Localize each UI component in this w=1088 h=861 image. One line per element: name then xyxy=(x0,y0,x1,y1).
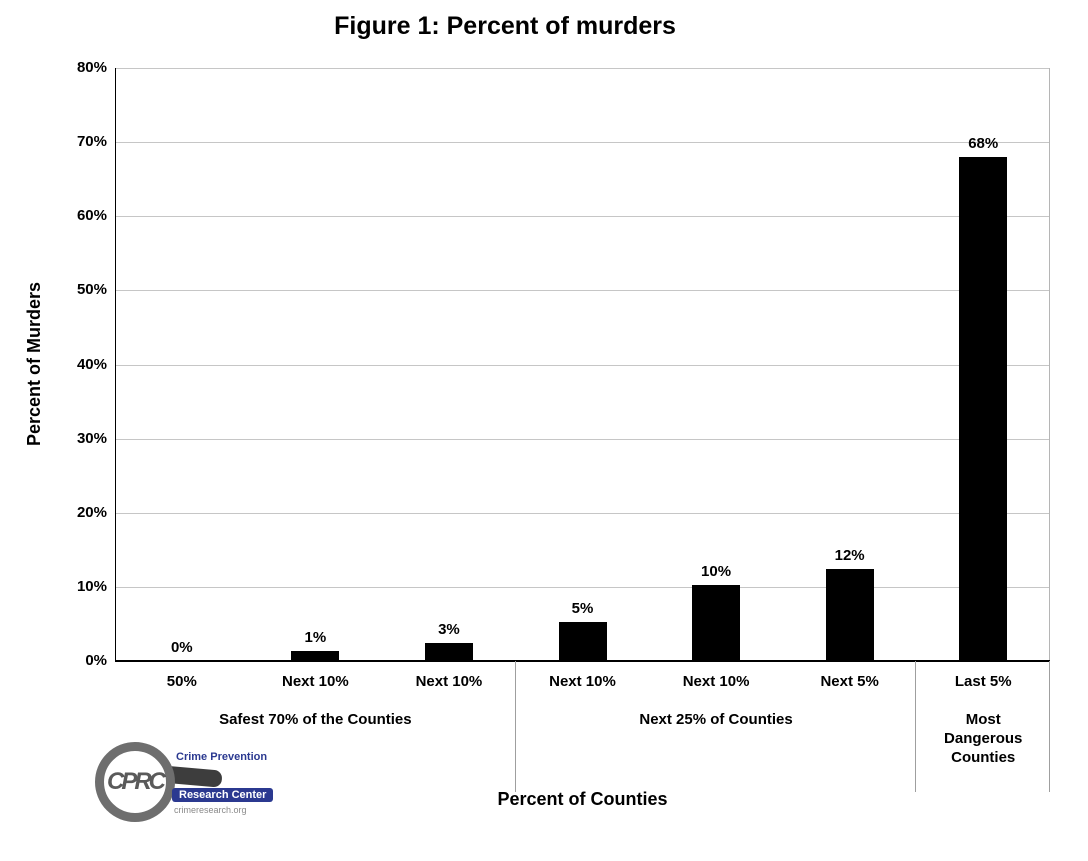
y-tick-label: 60% xyxy=(76,207,107,225)
y-tick-label: 70% xyxy=(76,133,107,151)
y-axis-line xyxy=(115,68,116,661)
chart-title: Figure 1: Percent of murders xyxy=(334,12,676,40)
y-tick-label: 30% xyxy=(76,429,107,447)
bar-value-label: 10% xyxy=(701,563,732,581)
cprc-logo: CPRC Crime Prevention Research Center cr… xyxy=(90,738,280,830)
bar-value-label: 0% xyxy=(170,639,193,656)
y-tick-label: 10% xyxy=(76,577,107,595)
x-group-label: Safest 70% of the Counties xyxy=(219,711,412,728)
logo-acronym: CPRC xyxy=(106,768,166,795)
logo-website: crimeresearch.org xyxy=(174,805,247,815)
plot-right-border xyxy=(1049,68,1050,661)
bar xyxy=(692,585,741,661)
y-tick-label: 20% xyxy=(76,503,107,521)
logo-org-name-line1: Crime Prevention xyxy=(176,751,268,763)
x-category-label: Next 10% xyxy=(549,673,616,690)
category-separator xyxy=(915,661,916,792)
gridline xyxy=(115,142,1050,144)
bar xyxy=(959,156,1008,661)
x-category-label: Next 10% xyxy=(682,673,750,690)
gridline xyxy=(115,438,1050,440)
bar xyxy=(424,643,473,661)
y-tick-label: 80% xyxy=(76,59,107,76)
x-group-label: Most Dangerous Counties xyxy=(944,711,1023,766)
logo-org-name-line2: Research Center xyxy=(172,788,274,802)
gridline xyxy=(115,586,1050,588)
bar xyxy=(825,569,874,661)
x-group-label: Next 25% of Counties xyxy=(639,711,793,728)
gridline xyxy=(115,290,1050,292)
x-category-label: Last 5% xyxy=(954,673,1012,690)
bar-value-label: 1% xyxy=(304,628,327,646)
bar-value-label: 68% xyxy=(968,134,999,152)
y-axis-title: Percent of Murders xyxy=(24,281,44,447)
gridline xyxy=(115,364,1050,366)
bar-value-label: 5% xyxy=(571,600,594,618)
x-category-label: Next 5% xyxy=(820,673,879,690)
x-category-label: Next 10% xyxy=(415,673,483,690)
gridline xyxy=(115,216,1050,218)
bar-value-label: 3% xyxy=(438,621,460,639)
y-tick-label: 0% xyxy=(85,652,107,669)
gridline xyxy=(115,512,1050,514)
x-axis-line xyxy=(115,660,1050,662)
x-category-label: 50% xyxy=(166,673,197,690)
y-tick-label: 50% xyxy=(76,281,107,299)
bar-value-label: 12% xyxy=(834,547,865,565)
gridline xyxy=(115,68,1050,69)
bar xyxy=(291,650,340,661)
magnifier-lens-icon: CPRC xyxy=(95,742,175,822)
x-category-label: Next 10% xyxy=(281,673,349,690)
bar xyxy=(558,622,607,661)
category-separator xyxy=(515,661,516,792)
y-tick-label: 40% xyxy=(76,355,107,373)
category-separator xyxy=(1049,661,1050,792)
x-axis-title: Percent of Counties xyxy=(497,789,668,809)
